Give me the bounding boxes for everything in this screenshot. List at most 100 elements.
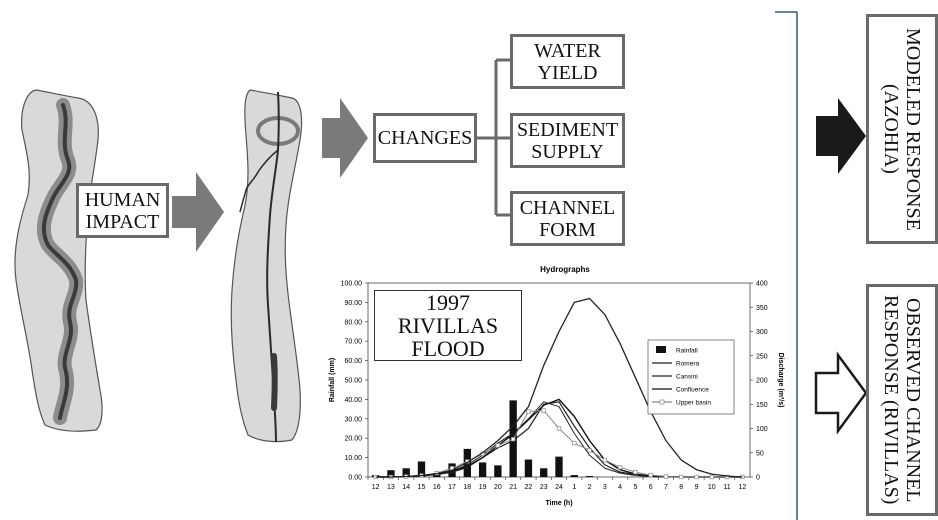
y-tick-label: 80.00	[344, 319, 362, 326]
basin-outline-2	[230, 89, 303, 443]
y-tick-labels: 0.00 10.00 20.00 30.00 40.00 50.00 60.00 70.00 8…	[341, 281, 363, 482]
x-tick-label: 19	[479, 484, 487, 491]
arrow-observed	[814, 351, 868, 435]
y-axis-label: Rainfall (mm)	[329, 358, 336, 402]
chart-legend: Rainfall Romera Cansini Confluence Upper bas…	[647, 339, 735, 415]
outcome-bracket	[476, 58, 510, 217]
y-tick-label: 70.00	[344, 339, 362, 346]
legend-entry-label: Confluence	[676, 387, 709, 394]
series-point-upper-basin	[541, 408, 546, 413]
rainfall-bar	[585, 476, 594, 477]
x-tick-label: 3	[603, 484, 607, 491]
hydrograph-chart: Hydrographs 12 13 14 15 16 17 18 19 20 21 22 23 24 1 2…	[329, 265, 784, 507]
x-tick-label: 10	[708, 484, 716, 491]
y-tick-label: 30.00	[344, 416, 362, 423]
x-tick-label: 11	[723, 484, 730, 491]
x-tick-label: 5	[633, 484, 637, 491]
y2-tick-label: 300	[756, 329, 768, 336]
rainfall-bars	[371, 400, 594, 477]
channel-form-box: CHANNEL FORM	[510, 191, 625, 246]
y2-tick-label: 150	[756, 402, 768, 409]
x-tick-label: 4	[618, 484, 622, 491]
changes-box: CHANGES	[373, 113, 477, 163]
series-point-upper-basin	[633, 470, 638, 475]
x-tick-label: 23	[540, 484, 548, 491]
x-tick-label: 17	[448, 484, 456, 491]
main-channel-1	[41, 103, 79, 420]
x-tick-label: 21	[509, 484, 517, 491]
series-line-total	[375, 297, 743, 478]
series-point-upper-basin	[617, 465, 623, 470]
section-divider	[775, 11, 798, 520]
tributary-channel	[239, 149, 279, 213]
y-tick-label: 90.00	[344, 300, 362, 307]
x-tick-label: 15	[418, 484, 426, 491]
x-tick-label: 16	[433, 484, 441, 491]
y2-tick-label: 200	[756, 378, 768, 385]
series-point-upper-basin	[511, 437, 516, 442]
y-tick-label: 40.00	[344, 397, 362, 404]
x-tick-label: 6	[649, 484, 653, 491]
rainfall-bar	[402, 468, 410, 477]
water-yield-box: WATER YIELD	[510, 34, 625, 89]
rainfall-bar	[570, 475, 578, 477]
legend-entry-label: Rainfall	[676, 348, 698, 355]
legend-entry-label: Upper basin	[676, 400, 711, 407]
modeled-response-box: MODELED RESPONSE (AZOHIA)	[866, 14, 938, 244]
rainfall-bar	[524, 459, 533, 477]
human-impact-box: HUMAN IMPACT	[76, 183, 169, 238]
x-tick-labels: 12 13 14 15 16 17 18 19 20 21 22 23 24 1 2 3 4 5 6 7 8 9 10 11 1…	[372, 484, 747, 491]
arrow-modeled	[816, 98, 866, 174]
rainfall-bar	[555, 456, 563, 477]
series-point-upper-basin	[572, 440, 577, 446]
arrow-human-impact	[172, 172, 224, 252]
flood-label: 1997 RIVILLAS FLOOD	[374, 290, 522, 361]
series-point-upper-basin	[587, 448, 592, 453]
y2-axis-label: Discharge (m³/s)	[777, 353, 784, 408]
x-tick-label: 20	[494, 484, 502, 491]
y-tick-label: 0.00	[348, 475, 362, 482]
x-tick-label: 14	[402, 484, 410, 491]
y-tick-label: 50.00	[344, 378, 362, 385]
y2-tick-label: 350	[756, 305, 768, 312]
y2-tick-label: 0	[756, 475, 760, 482]
x-axis-label: Time (h)	[545, 500, 572, 507]
x-tick-label: 12	[372, 484, 380, 491]
discharge-lines	[373, 297, 745, 480]
modeled-response-text: MODELED RESPONSE (AZOHIA)	[880, 27, 924, 231]
rainfall-bar	[540, 468, 548, 477]
x-tick-label: 22	[525, 484, 533, 491]
x-tick-label: 9	[695, 484, 699, 491]
sediment-supply-box: SEDIMENT SUPPLY	[510, 113, 625, 168]
series-point-upper-basin	[495, 443, 501, 448]
x-tick-label: 7	[664, 484, 668, 491]
legend-swatch-rainfall	[656, 346, 666, 353]
x-tick-label: 24	[555, 484, 563, 491]
observed-response-text: OBSERVED CHANNEL RESPONSE (RIVILLAS)	[880, 295, 924, 505]
series-point-upper-basin	[663, 474, 669, 479]
legend-entry-label: Cansini	[676, 374, 698, 381]
y2-tick-label: 250	[756, 353, 768, 360]
y-tick-label: 20.00	[344, 436, 362, 443]
x-tick-label: 2	[588, 484, 592, 491]
x-tick-label: 13	[387, 484, 395, 491]
channel-reach-highlight	[271, 353, 278, 411]
y-tick-label: 100.00	[341, 281, 363, 288]
y2-tick-label: 100	[756, 426, 768, 433]
observed-response-box: OBSERVED CHANNEL RESPONSE (RIVILLAS)	[866, 284, 938, 516]
series-point-upper-basin	[724, 474, 730, 480]
rainfall-bar	[494, 465, 502, 477]
rainfall-bar	[478, 462, 487, 477]
basin-map-1	[14, 89, 103, 432]
y2-tick-label: 50	[756, 450, 764, 457]
y2-tick-label: 400	[756, 281, 768, 288]
arrow-to-changes	[322, 98, 368, 178]
x-tick-label: 18	[463, 484, 471, 491]
series-point-upper-basin	[694, 474, 699, 480]
rainfall-bar	[417, 461, 426, 477]
legend-swatch-marker	[659, 399, 665, 405]
series-point-upper-basin	[679, 474, 684, 480]
x-tick-label: 8	[679, 484, 683, 491]
series-point-upper-basin	[556, 426, 562, 431]
